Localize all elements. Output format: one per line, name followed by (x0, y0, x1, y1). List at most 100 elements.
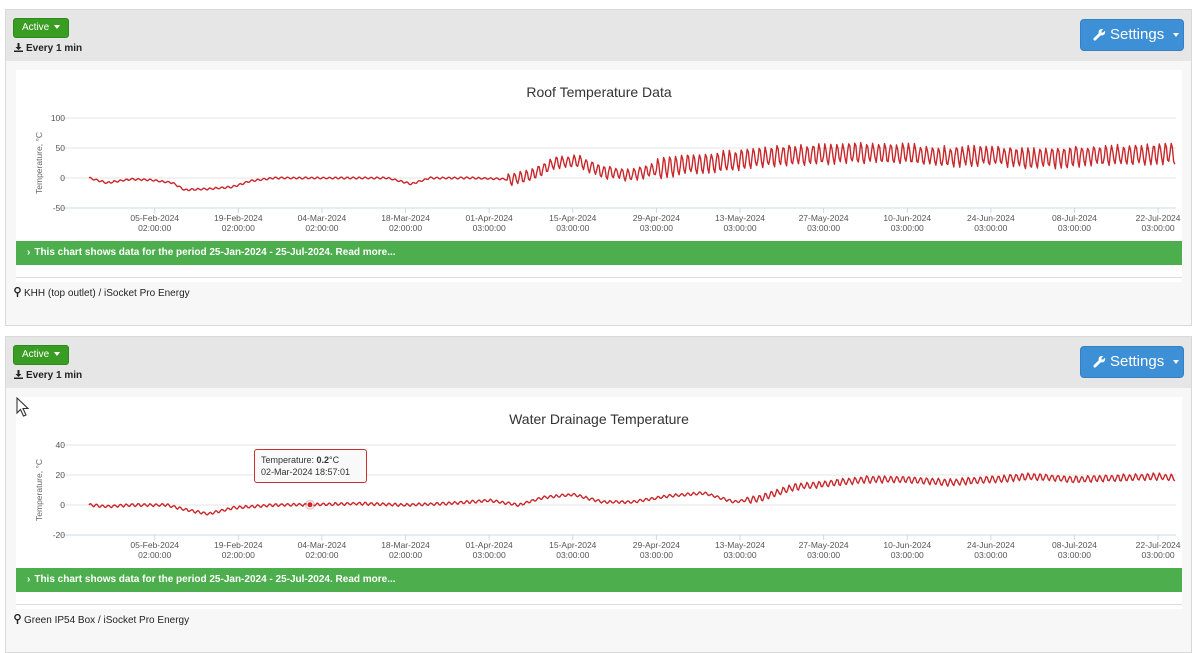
tooltip-label: Temperature: (261, 455, 317, 465)
x-tick-time: 03:00:00 (723, 223, 756, 233)
x-tick-time: 03:00:00 (1058, 223, 1091, 233)
x-tick-label: 13-May-2024 (715, 213, 765, 223)
x-tick-label: 04-Mar-2024 (298, 213, 347, 223)
x-tick-label: 05-Feb-2024 (130, 213, 179, 223)
device-location: Green IP54 Box / iSocket Pro Energy (14, 614, 189, 626)
chart-title: Roof Temperature Data (526, 84, 671, 100)
banner-text: This chart shows data for the period 25-… (34, 247, 396, 258)
x-tick-time: 02:00:00 (222, 223, 255, 233)
chart-container: Roof Temperature Data 100 50 0 -50 Temperatur… (16, 70, 1182, 282)
y-tick-label: 20 (56, 470, 66, 480)
x-tick-time: 03:00:00 (723, 550, 756, 560)
period-info-banner[interactable]: › This chart shows data for the period 25… (16, 568, 1182, 592)
x-tick-time: 02:00:00 (305, 550, 338, 560)
y-tick-label: -50 (53, 203, 66, 213)
x-tick-label: 08-Jul-2024 (1052, 213, 1097, 223)
chart-title: Water Drainage Temperature (509, 411, 689, 427)
x-tick-label: 05-Feb-2024 (130, 540, 179, 550)
x-tick-time: 03:00:00 (891, 223, 924, 233)
x-tick-time: 03:00:00 (807, 223, 840, 233)
settings-button[interactable]: Settings (1080, 346, 1184, 378)
x-tick-label: 19-Feb-2024 (214, 213, 263, 223)
settings-button[interactable]: Settings (1080, 19, 1184, 51)
status-label: Active (22, 349, 50, 360)
frequency-label: Every 1 min (26, 43, 83, 54)
banner-text: This chart shows data for the period 25-… (34, 574, 396, 585)
x-tick-label: 15-Apr-2024 (549, 540, 597, 550)
highlighted-data-point[interactable] (306, 501, 314, 509)
mouse-pointer-icon (16, 397, 30, 417)
x-tick-label: 15-Apr-2024 (549, 213, 597, 223)
location-label: Green IP54 Box / iSocket Pro Energy (24, 615, 190, 626)
x-tick-label: 29-Apr-2024 (633, 540, 681, 550)
x-tick-time: 03:00:00 (473, 550, 506, 560)
status-label: Active (22, 22, 50, 33)
x-tick-label: 01-Apr-2024 (466, 213, 514, 223)
x-tick-time: 02:00:00 (389, 223, 422, 233)
chevron-right-icon: › (27, 574, 31, 585)
tooltip-value-line: Temperature: 0.2°C (261, 454, 360, 466)
chevron-down-icon (54, 25, 61, 30)
chart-container: Water Drainage Temperature 40 20 0 -20 Temper… (16, 397, 1182, 609)
chevron-down-icon (54, 352, 61, 357)
divider (16, 604, 1182, 605)
x-tick-time: 03:00:00 (640, 550, 673, 560)
sensor-panel-drainage: Active Every 1 min Settings Water Draina… (5, 336, 1192, 653)
y-axis-label: Temperature, °C (34, 132, 44, 194)
x-tick-time: 03:00:00 (974, 223, 1007, 233)
x-tick-label: 29-Apr-2024 (633, 213, 681, 223)
device-location: KHH (top outlet) / iSocket Pro Energy (14, 287, 190, 299)
x-tick-label: 18-Mar-2024 (381, 213, 430, 223)
x-tick-time: 02:00:00 (138, 550, 171, 560)
y-tick-label: 40 (56, 440, 66, 450)
water-drainage-temperature-chart[interactable]: Water Drainage Temperature 40 20 0 -20 Temper… (16, 397, 1182, 568)
chevron-right-icon: › (27, 247, 31, 258)
status-dropdown-button[interactable]: Active (13, 18, 70, 38)
wrench-icon (1093, 28, 1106, 41)
x-tick-time: 02:00:00 (222, 550, 255, 560)
x-tick-time: 03:00:00 (807, 550, 840, 560)
panel-header: Active Every 1 min Settings (6, 10, 1191, 61)
chevron-down-icon (1173, 360, 1180, 365)
series-line-temperature[interactable] (88, 141, 1176, 192)
x-tick-label: 24-Jun-2024 (967, 540, 1015, 550)
chart-tooltip: Temperature: 0.2°C 02-Mar-2024 18:57:01 (254, 449, 367, 483)
x-tick-label: 01-Apr-2024 (466, 540, 514, 550)
tooltip-unit: °C (329, 455, 340, 465)
x-tick-time: 03:00:00 (1142, 223, 1175, 233)
x-tick-label: 04-Mar-2024 (298, 540, 347, 550)
update-frequency: Every 1 min (14, 370, 82, 381)
y-tick-label: 0 (60, 500, 65, 510)
series-line-temperature[interactable] (88, 472, 1176, 516)
update-frequency: Every 1 min (14, 43, 82, 54)
x-tick-time: 03:00:00 (974, 550, 1007, 560)
y-tick-label: 0 (60, 173, 65, 183)
y-tick-label: 100 (51, 113, 65, 123)
x-tick-label: 10-Jun-2024 (883, 213, 931, 223)
x-tick-label: 18-Mar-2024 (381, 540, 430, 550)
x-tick-time: 03:00:00 (640, 223, 673, 233)
x-tick-label: 22-Jul-2024 (1136, 213, 1181, 223)
download-icon (14, 43, 23, 52)
x-tick-time: 03:00:00 (891, 550, 924, 560)
frequency-label: Every 1 min (26, 370, 83, 381)
x-tick-label: 19-Feb-2024 (214, 540, 263, 550)
x-tick-label: 22-Jul-2024 (1136, 540, 1181, 550)
settings-label: Settings (1110, 353, 1165, 370)
period-info-banner[interactable]: › This chart shows data for the period 25… (16, 241, 1182, 265)
tooltip-value: 0.2 (316, 455, 330, 465)
x-tick-time: 03:00:00 (473, 223, 506, 233)
roof-temperature-chart[interactable]: Roof Temperature Data 100 50 0 -50 Temperatur… (16, 70, 1182, 241)
x-tick-time: 03:00:00 (1142, 550, 1175, 560)
x-tick-label: 24-Jun-2024 (967, 213, 1015, 223)
settings-label: Settings (1110, 26, 1165, 43)
panel-header: Active Every 1 min Settings (6, 337, 1191, 388)
x-tick-label: 13-May-2024 (715, 540, 765, 550)
status-dropdown-button[interactable]: Active (13, 345, 70, 365)
x-tick-label: 27-May-2024 (799, 213, 849, 223)
x-tick-time: 03:00:00 (556, 223, 589, 233)
x-tick-time: 03:00:00 (1058, 550, 1091, 560)
y-axis-label: Temperature, °C (34, 459, 44, 521)
map-pin-icon (14, 287, 21, 297)
y-tick-label: -20 (53, 530, 66, 540)
